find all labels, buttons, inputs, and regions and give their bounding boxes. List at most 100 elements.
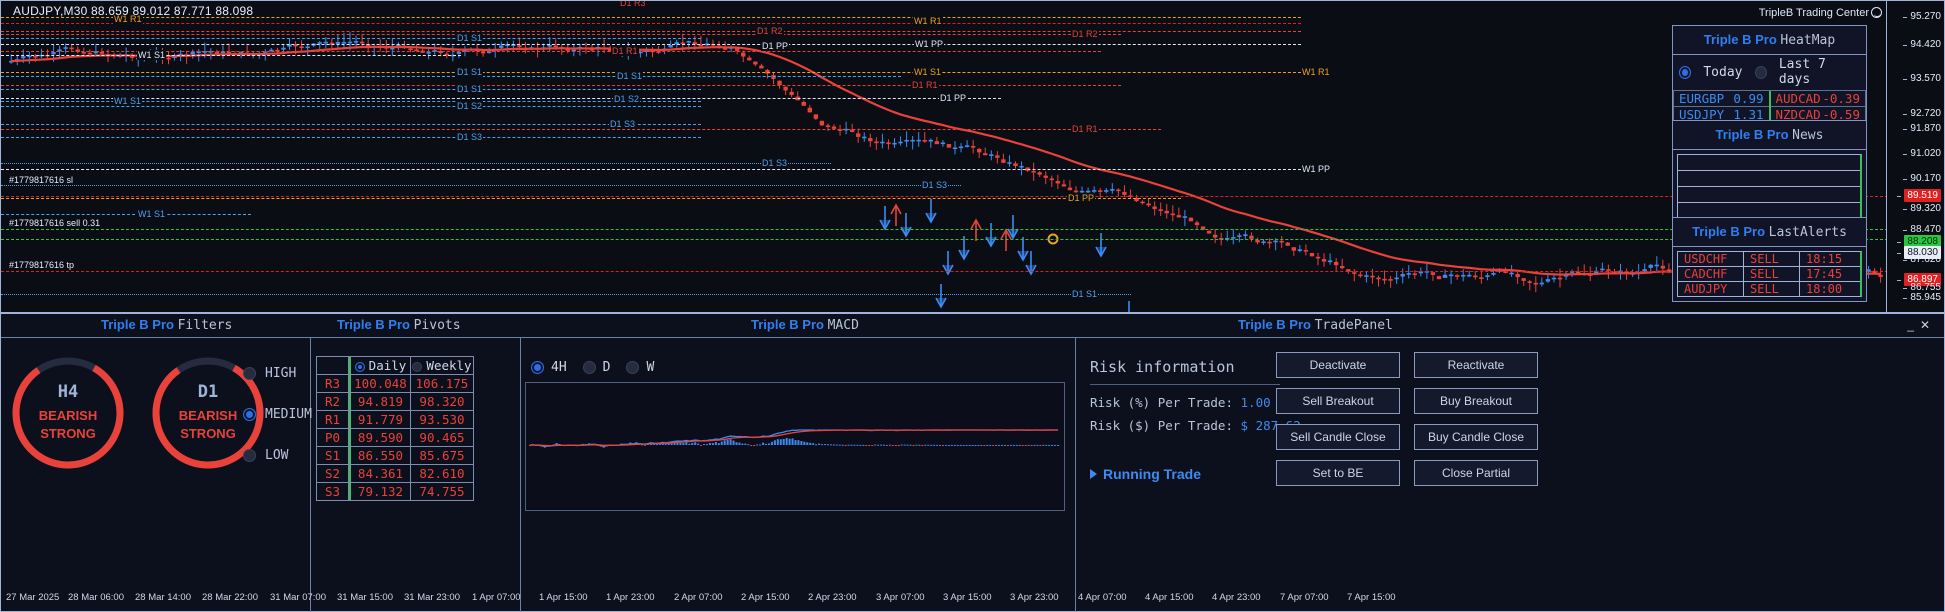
- level-label: D1 S1: [456, 84, 484, 94]
- trade-button-deactivate[interactable]: Deactivate: [1276, 352, 1400, 378]
- label-today: Today: [1703, 64, 1743, 80]
- news-panel[interactable]: Triple B Pro News: [1672, 120, 1867, 225]
- heatmap-row[interactable]: EURGBP 0.99: [1674, 91, 1769, 107]
- lastalerts-panel[interactable]: Triple B Pro LastAlerts USDCHF SELL 18:15 C…: [1672, 217, 1867, 302]
- radio-icon[interactable]: [243, 449, 256, 462]
- level-label: D1 S1: [456, 33, 484, 43]
- radio-icon[interactable]: [582, 361, 596, 374]
- pivot-weekly: 106.175: [415, 376, 469, 391]
- price-tick: 90.170: [1903, 173, 1941, 184]
- radio-last7days[interactable]: [1754, 65, 1767, 79]
- trade-button-set-to-be[interactable]: Set to BE: [1276, 460, 1400, 486]
- risk-money-row: Risk ($) Per Trade: $ 287.62: [1090, 418, 1301, 433]
- price-scale[interactable]: 95.270 94.420 93.570 92.720 91.870 91.020 90.1…: [1886, 1, 1944, 312]
- risk-money-label: Risk ($) Per Trade:: [1090, 418, 1233, 433]
- order-label: #1779817616 sl: [7, 175, 76, 185]
- macd-tf-d[interactable]: D: [582, 360, 610, 375]
- level-label: W1 S1: [913, 67, 943, 77]
- level-line: [1, 163, 831, 164]
- smiley-icon: [1871, 7, 1882, 18]
- news-row[interactable]: [1678, 155, 1860, 171]
- filter-level-radios[interactable]: HIGH MEDIUM LOW: [243, 366, 312, 489]
- trade-button-sell-breakout[interactable]: Sell Breakout: [1276, 388, 1400, 414]
- level-line: [1, 38, 701, 39]
- filter-radio-medium[interactable]: MEDIUM: [243, 407, 312, 422]
- pivots-row: R3 100.048 106.175: [317, 375, 473, 393]
- pivot-weekly: 90.465: [419, 430, 465, 445]
- close-button[interactable]: ✕: [1919, 318, 1936, 332]
- level-line: [1, 129, 1161, 130]
- time-label: 28 Mar 14:00: [135, 592, 191, 603]
- alert-row[interactable]: USDCHF SELL 18:15: [1678, 252, 1860, 267]
- dock-body: H4 BEARISH STRONG D1 BEARISH STRONG HIGH…: [1, 338, 1944, 612]
- price-tick: 91.020: [1903, 148, 1941, 159]
- order-label: #1779817616 sell 0.31: [7, 218, 103, 228]
- trade-button-buy-breakout[interactable]: Buy Breakout: [1414, 388, 1538, 414]
- heatmap-header: Triple B Pro HeatMap: [1673, 26, 1866, 55]
- minimize-button[interactable]: _: [1907, 318, 1920, 332]
- chart-area[interactable]: AUDJPY,M30 88.659 89.012 87.771 88.098 T…: [0, 0, 1945, 313]
- level-label: W1 S1: [137, 209, 167, 219]
- level-line: [1, 85, 1121, 86]
- level-label: D1 S2: [613, 94, 641, 104]
- dock-section-title: Triple B Pro MACD: [751, 317, 859, 333]
- filter-radio-high[interactable]: HIGH: [243, 366, 312, 381]
- level-label: D1 R1: [911, 80, 939, 90]
- filter-radio-low[interactable]: LOW: [243, 448, 312, 463]
- price-tick: 86.755: [1903, 282, 1941, 293]
- trade-buttons[interactable]: Deactivate Reactivate Sell Breakout Buy Bre…: [1276, 352, 1538, 486]
- window-buttons[interactable]: _✕: [1907, 318, 1936, 332]
- news-row[interactable]: [1678, 187, 1860, 203]
- radio-icon[interactable]: [243, 367, 256, 380]
- pivots-row: R2 94.819 98.320: [317, 393, 473, 411]
- time-label: 3 Apr 07:00: [876, 592, 925, 603]
- level-line: [1, 44, 1301, 45]
- trade-button-buy-candle-close[interactable]: Buy Candle Close: [1414, 424, 1538, 450]
- trade-button-sell-candle-close[interactable]: Sell Candle Close: [1276, 424, 1400, 450]
- macd-timeframe-radios[interactable]: 4H D W: [531, 360, 654, 375]
- pivot-label: R3: [317, 375, 349, 392]
- dock-section-title: Triple B Pro Filters: [101, 317, 232, 333]
- heatmap-panel[interactable]: Triple B Pro HeatMap Today Last 7 days E…: [1672, 25, 1867, 124]
- heatmap-value: 1.31: [1733, 107, 1764, 122]
- time-label: 3 Apr 23:00: [1010, 592, 1059, 603]
- heatmap-period-radios[interactable]: Today Last 7 days: [1673, 55, 1866, 90]
- news-row[interactable]: [1678, 171, 1860, 187]
- section-brand: Triple B Pro: [1238, 317, 1311, 332]
- filter-gauges: H4 BEARISH STRONG D1 BEARISH STRONG: [11, 356, 265, 470]
- pivots-col-weekly[interactable]: Weekly: [411, 357, 473, 374]
- radio-today[interactable]: [1679, 65, 1692, 79]
- section-name: TradePanel: [1314, 318, 1393, 333]
- time-label: 1 Apr 07:00: [472, 592, 521, 603]
- price-tick: 88.470: [1903, 224, 1941, 235]
- news-body: [1673, 150, 1866, 224]
- radio-icon[interactable]: [531, 361, 544, 374]
- heatmap-row[interactable]: NZDCAD -0.59: [1771, 107, 1866, 122]
- alert-time: 18:15: [1806, 252, 1843, 266]
- radio-icon[interactable]: [412, 361, 423, 372]
- pivots-col-daily[interactable]: Daily: [349, 357, 411, 374]
- heatmap-pair: EURGBP: [1679, 91, 1725, 106]
- pivots-table[interactable]: Daily Weekly R3 100.048 106.175 R2 94.819 9…: [316, 356, 474, 501]
- level-label: W1 PP: [914, 39, 945, 49]
- trade-button-close-partial[interactable]: Close Partial: [1414, 460, 1538, 486]
- alert-row[interactable]: AUDJPY SELL 18:00: [1678, 282, 1860, 296]
- level-label: W1 S1: [137, 50, 167, 60]
- level-line: [1, 124, 701, 125]
- heatmap-row[interactable]: USDJPY 1.31: [1674, 107, 1769, 122]
- trade-button-reactivate[interactable]: Reactivate: [1414, 352, 1538, 378]
- gauge-sentiment: BEARISH: [178, 408, 238, 423]
- radio-icon[interactable]: [626, 361, 640, 374]
- heatmap-value: -0.59: [1822, 107, 1860, 122]
- radio-icon[interactable]: [243, 408, 256, 421]
- heatmap-row[interactable]: AUDCAD -0.39: [1770, 91, 1865, 107]
- level-label: D1 S3: [609, 119, 637, 129]
- alert-row[interactable]: CADCHF SELL 17:45: [1678, 267, 1860, 282]
- macd-tf-w[interactable]: W: [626, 360, 654, 375]
- radio-icon[interactable]: [354, 361, 365, 372]
- level-line: [1, 101, 701, 102]
- running-trade-toggle[interactable]: Running Trade: [1090, 466, 1201, 482]
- expand-triangle-icon: [1090, 469, 1097, 479]
- macd-tf-4h[interactable]: 4H: [531, 360, 567, 375]
